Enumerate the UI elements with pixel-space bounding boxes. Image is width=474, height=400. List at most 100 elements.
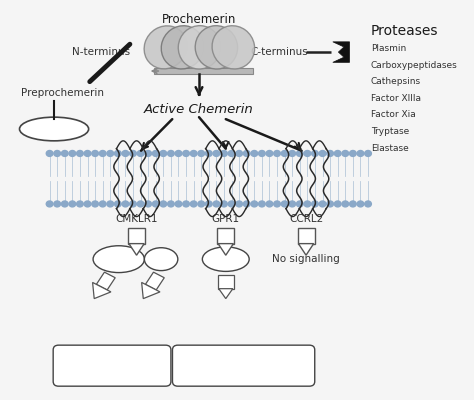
Circle shape bbox=[304, 201, 311, 207]
Polygon shape bbox=[218, 275, 234, 289]
Circle shape bbox=[289, 201, 296, 207]
Circle shape bbox=[266, 201, 273, 207]
Circle shape bbox=[130, 150, 137, 156]
Polygon shape bbox=[96, 272, 115, 290]
Circle shape bbox=[311, 150, 319, 156]
Circle shape bbox=[160, 150, 167, 156]
Circle shape bbox=[349, 150, 356, 156]
Ellipse shape bbox=[178, 26, 221, 69]
Polygon shape bbox=[92, 282, 111, 299]
Ellipse shape bbox=[144, 26, 187, 69]
Circle shape bbox=[213, 201, 220, 207]
Text: Factor Xia: Factor Xia bbox=[371, 110, 416, 120]
Text: AMPK: AMPK bbox=[213, 255, 238, 264]
Circle shape bbox=[168, 150, 174, 156]
Circle shape bbox=[100, 150, 106, 156]
Text: Factor XIIIa: Factor XIIIa bbox=[371, 94, 421, 103]
Text: Chemotaxis
Cell proliferation: Chemotaxis Cell proliferation bbox=[72, 355, 153, 376]
Text: GPR1: GPR1 bbox=[212, 214, 240, 224]
Circle shape bbox=[349, 201, 356, 207]
Text: C-terminus: C-terminus bbox=[250, 47, 308, 57]
Circle shape bbox=[236, 201, 243, 207]
Circle shape bbox=[365, 150, 372, 156]
Circle shape bbox=[122, 201, 129, 207]
Circle shape bbox=[54, 150, 61, 156]
Polygon shape bbox=[298, 228, 315, 244]
Circle shape bbox=[304, 150, 311, 156]
Circle shape bbox=[92, 201, 99, 207]
Circle shape bbox=[62, 150, 68, 156]
Text: Active Chemerin: Active Chemerin bbox=[144, 103, 254, 116]
Text: Plasmin: Plasmin bbox=[371, 44, 406, 53]
Polygon shape bbox=[128, 228, 145, 244]
Circle shape bbox=[168, 201, 174, 207]
Text: N-terminus: N-terminus bbox=[72, 47, 130, 57]
Circle shape bbox=[251, 150, 258, 156]
Text: Anti-inflammatory  Response
Angiogenesis: Anti-inflammatory Response Angiogenesis bbox=[173, 355, 315, 376]
Circle shape bbox=[273, 150, 281, 156]
Circle shape bbox=[334, 201, 341, 207]
Ellipse shape bbox=[145, 248, 178, 271]
Circle shape bbox=[153, 150, 159, 156]
Circle shape bbox=[115, 201, 121, 207]
Text: AkT: AkT bbox=[153, 255, 170, 264]
Ellipse shape bbox=[19, 117, 89, 141]
Circle shape bbox=[258, 150, 265, 156]
Text: No signalling: No signalling bbox=[272, 254, 340, 264]
Ellipse shape bbox=[93, 246, 145, 272]
Circle shape bbox=[236, 150, 243, 156]
Text: Carboxypeptidases: Carboxypeptidases bbox=[371, 61, 457, 70]
Circle shape bbox=[107, 201, 114, 207]
Circle shape bbox=[122, 150, 129, 156]
Circle shape bbox=[327, 150, 334, 156]
Circle shape bbox=[220, 150, 228, 156]
Circle shape bbox=[281, 150, 288, 156]
Text: Cathepsins: Cathepsins bbox=[371, 77, 421, 86]
Circle shape bbox=[342, 150, 349, 156]
Circle shape bbox=[77, 201, 83, 207]
Text: Preprochemerin: Preprochemerin bbox=[20, 88, 104, 98]
Circle shape bbox=[92, 150, 99, 156]
Polygon shape bbox=[155, 68, 253, 74]
Circle shape bbox=[69, 150, 76, 156]
Circle shape bbox=[137, 150, 144, 156]
Circle shape bbox=[334, 150, 341, 156]
Circle shape bbox=[251, 201, 258, 207]
Circle shape bbox=[311, 201, 319, 207]
Polygon shape bbox=[129, 244, 144, 255]
Circle shape bbox=[213, 150, 220, 156]
Circle shape bbox=[296, 201, 303, 207]
Circle shape bbox=[365, 201, 372, 207]
Ellipse shape bbox=[202, 247, 249, 271]
Circle shape bbox=[191, 201, 197, 207]
Circle shape bbox=[220, 201, 228, 207]
Circle shape bbox=[84, 150, 91, 156]
Circle shape bbox=[183, 150, 190, 156]
Text: CMKLR1: CMKLR1 bbox=[115, 214, 158, 224]
Circle shape bbox=[175, 150, 182, 156]
Circle shape bbox=[266, 150, 273, 156]
Polygon shape bbox=[299, 244, 314, 255]
Circle shape bbox=[145, 201, 152, 207]
Circle shape bbox=[243, 201, 250, 207]
Circle shape bbox=[319, 201, 326, 207]
Circle shape bbox=[296, 150, 303, 156]
Polygon shape bbox=[142, 282, 160, 299]
Circle shape bbox=[258, 201, 265, 207]
Text: Elastase: Elastase bbox=[371, 144, 409, 152]
Circle shape bbox=[319, 150, 326, 156]
Ellipse shape bbox=[161, 26, 204, 69]
Circle shape bbox=[46, 201, 53, 207]
Circle shape bbox=[153, 201, 159, 207]
Polygon shape bbox=[218, 244, 233, 255]
Circle shape bbox=[175, 201, 182, 207]
Circle shape bbox=[327, 201, 334, 207]
Circle shape bbox=[84, 201, 91, 207]
Circle shape bbox=[160, 201, 167, 207]
Circle shape bbox=[107, 150, 114, 156]
Circle shape bbox=[228, 150, 235, 156]
Circle shape bbox=[77, 150, 83, 156]
Text: Tryptase: Tryptase bbox=[371, 127, 409, 136]
Ellipse shape bbox=[195, 26, 237, 69]
Ellipse shape bbox=[212, 26, 255, 69]
